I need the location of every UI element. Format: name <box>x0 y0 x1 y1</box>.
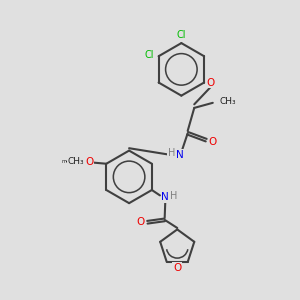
Text: O: O <box>207 77 215 88</box>
Text: N: N <box>176 150 184 160</box>
Text: O: O <box>208 137 217 147</box>
Text: N: N <box>161 192 169 202</box>
Text: O: O <box>85 157 93 167</box>
Text: O: O <box>173 263 182 273</box>
Text: Cl: Cl <box>177 30 186 40</box>
Text: methoxy: methoxy <box>62 159 83 164</box>
Text: CH₃: CH₃ <box>67 158 84 166</box>
Text: H: H <box>168 148 175 158</box>
Text: H: H <box>170 191 177 201</box>
Text: O: O <box>137 217 145 227</box>
Text: CH₃: CH₃ <box>219 97 236 106</box>
Text: Cl: Cl <box>144 50 154 60</box>
